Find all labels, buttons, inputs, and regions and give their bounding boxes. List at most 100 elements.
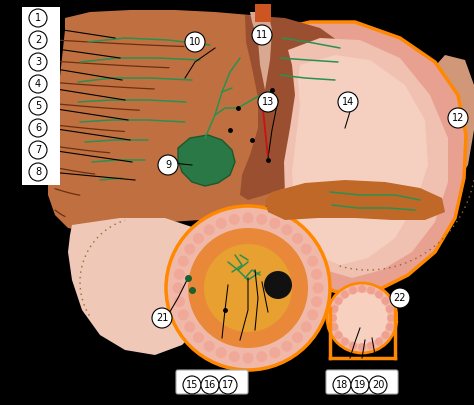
- Circle shape: [173, 283, 183, 294]
- Text: 10: 10: [189, 37, 201, 47]
- FancyBboxPatch shape: [326, 370, 398, 394]
- Circle shape: [229, 351, 240, 362]
- Circle shape: [307, 309, 318, 320]
- Circle shape: [243, 213, 254, 224]
- Circle shape: [204, 224, 215, 235]
- Text: 18: 18: [336, 380, 348, 390]
- Circle shape: [351, 376, 369, 394]
- Text: 13: 13: [262, 97, 274, 107]
- Circle shape: [349, 341, 357, 350]
- Circle shape: [341, 290, 349, 298]
- Circle shape: [258, 92, 278, 112]
- Circle shape: [158, 155, 178, 175]
- Text: 3: 3: [35, 57, 41, 67]
- Circle shape: [311, 296, 322, 307]
- Text: 21: 21: [156, 313, 168, 323]
- Circle shape: [216, 218, 227, 229]
- Circle shape: [336, 292, 388, 344]
- Circle shape: [219, 376, 237, 394]
- Text: 6: 6: [35, 123, 41, 133]
- Circle shape: [29, 119, 47, 137]
- Circle shape: [178, 309, 189, 320]
- Circle shape: [201, 376, 219, 394]
- Circle shape: [252, 25, 272, 45]
- Text: 17: 17: [222, 380, 234, 390]
- Circle shape: [333, 376, 351, 394]
- Circle shape: [307, 256, 318, 267]
- Text: 2: 2: [35, 35, 41, 45]
- Polygon shape: [48, 10, 368, 232]
- Circle shape: [193, 332, 204, 343]
- Circle shape: [174, 269, 185, 280]
- Polygon shape: [292, 55, 428, 265]
- Circle shape: [330, 305, 338, 313]
- Circle shape: [229, 214, 240, 225]
- Circle shape: [382, 297, 390, 305]
- Circle shape: [29, 163, 47, 181]
- Polygon shape: [420, 55, 474, 192]
- Polygon shape: [284, 38, 448, 278]
- Circle shape: [330, 323, 338, 331]
- Circle shape: [387, 314, 395, 322]
- Circle shape: [341, 337, 349, 345]
- Text: 7: 7: [35, 145, 41, 155]
- Circle shape: [385, 323, 393, 331]
- Circle shape: [29, 9, 47, 27]
- Polygon shape: [68, 218, 218, 355]
- Polygon shape: [265, 180, 445, 220]
- Circle shape: [256, 351, 267, 362]
- Text: 22: 22: [394, 293, 406, 303]
- Polygon shape: [178, 135, 235, 186]
- Text: 8: 8: [35, 167, 41, 177]
- Circle shape: [29, 53, 47, 71]
- Text: 11: 11: [256, 30, 268, 40]
- Circle shape: [269, 218, 280, 229]
- Circle shape: [184, 244, 195, 255]
- Circle shape: [29, 141, 47, 159]
- FancyBboxPatch shape: [176, 370, 248, 394]
- Circle shape: [301, 244, 312, 255]
- Text: 20: 20: [372, 380, 384, 390]
- Circle shape: [204, 244, 292, 332]
- Circle shape: [335, 297, 343, 305]
- Text: 1: 1: [35, 13, 41, 23]
- Text: 16: 16: [204, 380, 216, 390]
- Text: 12: 12: [452, 113, 464, 123]
- Circle shape: [188, 228, 308, 348]
- Circle shape: [282, 224, 292, 235]
- Circle shape: [301, 322, 312, 333]
- Text: 19: 19: [354, 380, 366, 390]
- Circle shape: [367, 286, 375, 294]
- Circle shape: [166, 206, 330, 370]
- Circle shape: [243, 352, 254, 364]
- Text: 15: 15: [186, 380, 198, 390]
- Circle shape: [311, 269, 322, 280]
- Circle shape: [448, 108, 468, 128]
- Circle shape: [292, 332, 303, 343]
- Circle shape: [282, 341, 292, 352]
- Circle shape: [385, 305, 393, 313]
- Circle shape: [335, 331, 343, 339]
- Circle shape: [29, 75, 47, 93]
- Circle shape: [338, 92, 358, 112]
- Circle shape: [312, 283, 323, 294]
- Circle shape: [358, 285, 366, 293]
- Circle shape: [29, 97, 47, 115]
- Circle shape: [152, 308, 172, 328]
- Circle shape: [292, 233, 303, 244]
- Circle shape: [382, 331, 390, 339]
- Circle shape: [329, 314, 337, 322]
- Polygon shape: [240, 15, 362, 200]
- Text: 14: 14: [342, 97, 354, 107]
- Circle shape: [193, 233, 204, 244]
- Circle shape: [216, 347, 227, 358]
- Circle shape: [174, 296, 185, 307]
- Circle shape: [184, 322, 195, 333]
- Circle shape: [327, 283, 397, 353]
- Text: 9: 9: [165, 160, 171, 170]
- Circle shape: [185, 32, 205, 52]
- Circle shape: [390, 288, 410, 308]
- Circle shape: [178, 256, 189, 267]
- Text: 5: 5: [35, 101, 41, 111]
- Circle shape: [375, 337, 383, 345]
